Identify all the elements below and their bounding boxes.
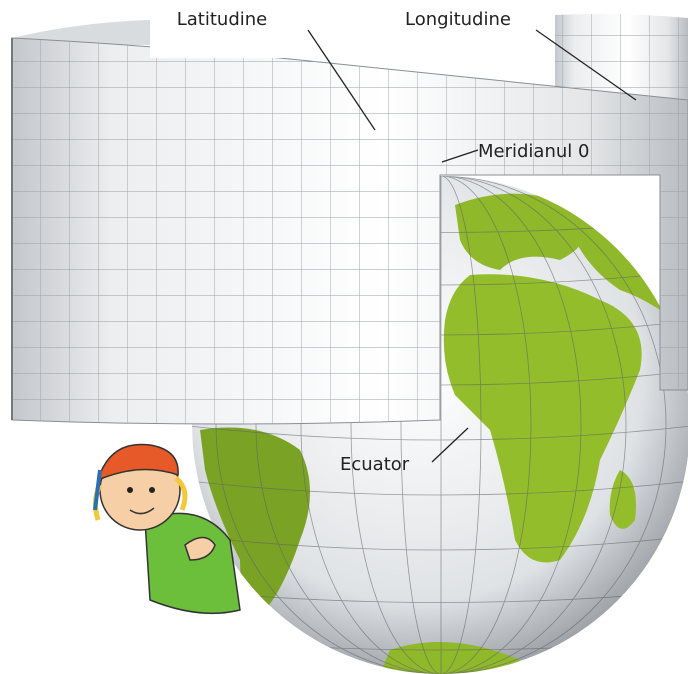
equator-label: Ecuator [340, 454, 410, 475]
prime-meridian-label: Meridianul 0 [478, 141, 589, 162]
longitude-label: Longitudine [405, 9, 511, 30]
page: {"labels": {"latitude": "Latitudine", "l… [0, 0, 688, 674]
latitude-label: Latitudine [177, 9, 268, 30]
illustration: Latitudine Longitudine Meridianul 0 Ecua… [0, 0, 688, 674]
